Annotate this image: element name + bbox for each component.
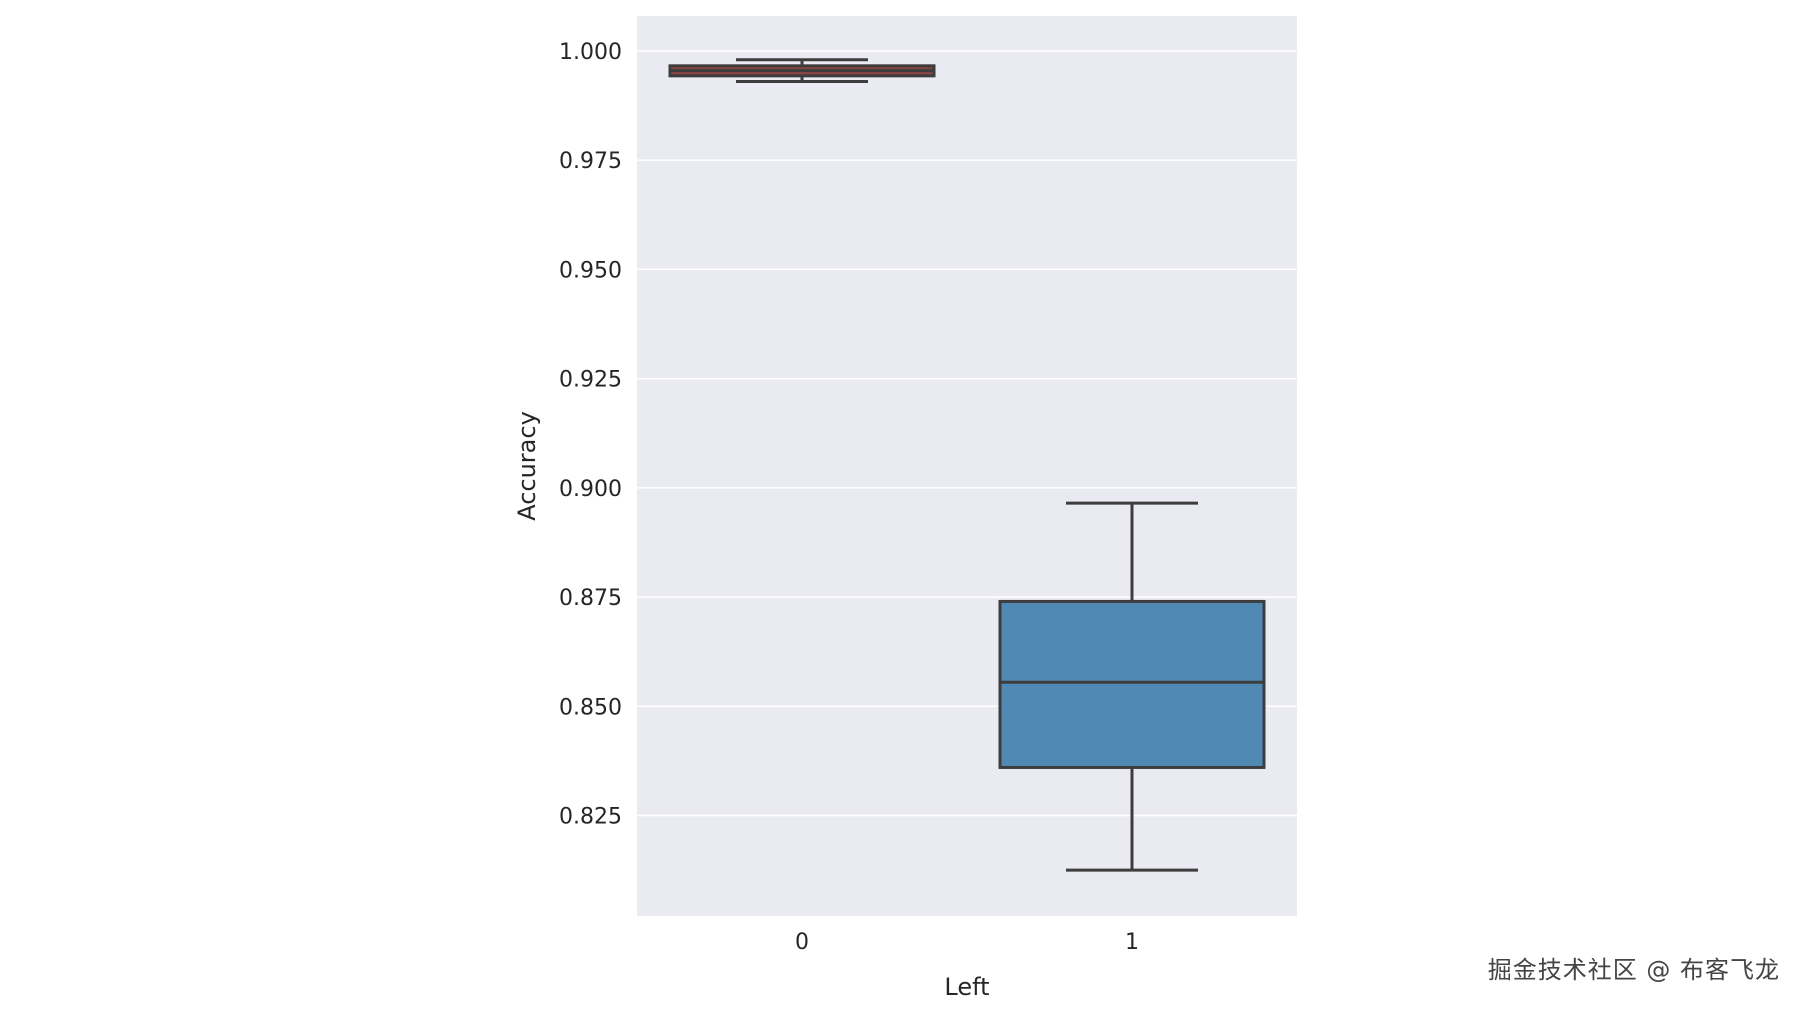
box-body — [998, 599, 1266, 769]
x-tick-label: 0 — [795, 930, 809, 955]
y-tick-label: 0.975 — [559, 149, 622, 174]
boxes — [668, 58, 1266, 872]
box-group-0 — [668, 58, 936, 84]
y-tick-label: 0.825 — [559, 805, 622, 830]
y-axis-tick-labels: 0.825 0.850 0.875 0.900 0.925 0.950 0.975 1.000 — [559, 40, 622, 830]
x-axis-label: Left — [944, 973, 989, 1001]
gridlines — [637, 50, 1297, 817]
y-tick-label: 0.900 — [559, 477, 622, 502]
y-tick-label: 0.875 — [559, 586, 622, 611]
x-tick-label: 1 — [1125, 930, 1139, 955]
box-group-1 — [998, 501, 1266, 872]
plot-area — [637, 16, 1297, 916]
y-tick-label: 0.925 — [559, 368, 622, 393]
y-tick-label: 0.950 — [559, 258, 622, 283]
watermark-text: 掘金技术社区 @ 布客飞龙 — [1487, 956, 1780, 984]
y-tick-label: 0.850 — [559, 695, 622, 720]
y-axis-label: Accuracy — [513, 411, 541, 521]
y-tick-label: 1.000 — [559, 40, 622, 65]
